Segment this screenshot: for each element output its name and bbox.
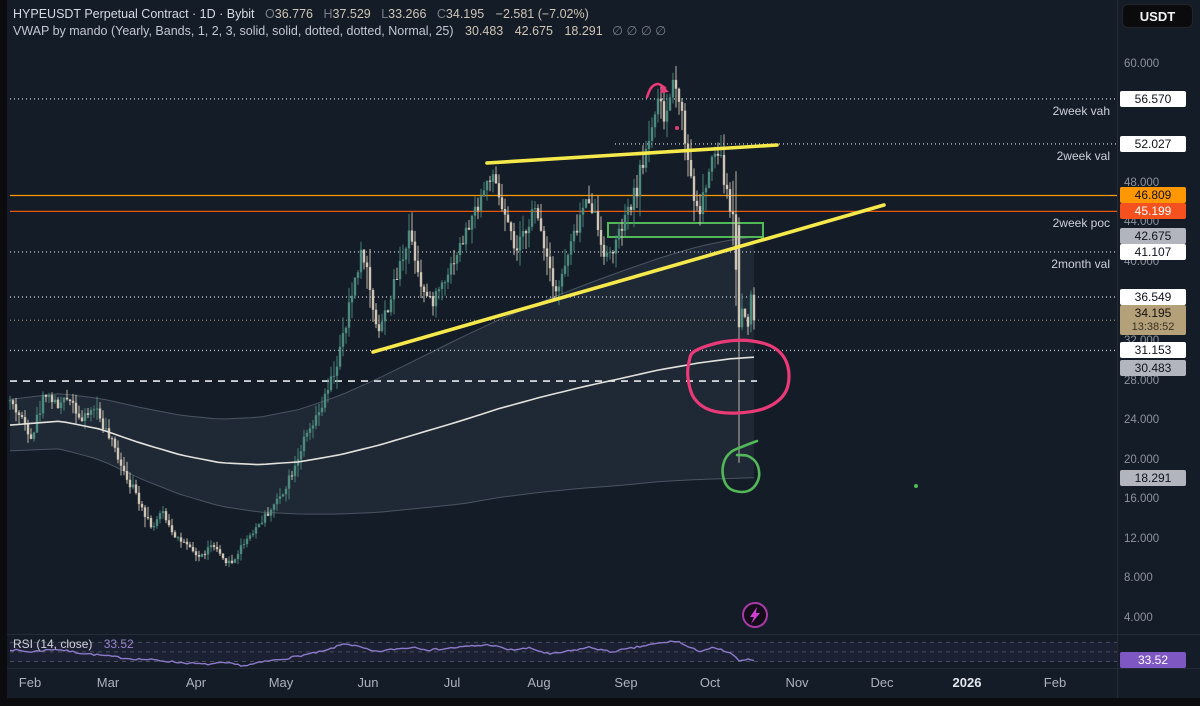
price-level-label: 56.570 xyxy=(1120,91,1186,107)
pink-dot-drawing xyxy=(675,126,679,130)
price-tick: 48.000 xyxy=(1124,177,1160,189)
price-tick: 24.000 xyxy=(1124,414,1160,426)
price-tick: 12.000 xyxy=(1124,533,1160,545)
price-level-label: 31.153 xyxy=(1120,342,1186,358)
close-label: C xyxy=(436,7,446,21)
time-axis-month-label: Sep xyxy=(614,675,638,690)
high-label: H xyxy=(323,7,333,21)
price-level-label: 41.107 xyxy=(1120,244,1186,260)
green-dot-drawing xyxy=(914,484,918,488)
upper-band-value: 42.675 xyxy=(514,24,553,38)
change-value: −2.581 (−7.02%) xyxy=(495,7,589,21)
rsi-line[interactable] xyxy=(9,640,755,667)
vwap-band-fill xyxy=(10,236,754,515)
green-circle-drawing[interactable] xyxy=(721,439,761,494)
time-axis-month-label: Jun xyxy=(357,675,379,690)
high-value: 37.529 xyxy=(332,7,371,21)
lower-band-value: 18.291 xyxy=(564,24,603,38)
indicator-title[interactable]: VWAP by mando (Yearly, Bands, 1, 2, 3, s… xyxy=(13,24,454,38)
time-axis-month-label: Aug xyxy=(527,675,551,690)
price-tick: 44.000 xyxy=(1124,216,1160,228)
time-axis-month-label: Feb xyxy=(1043,675,1067,690)
price-level-label: 18.291 xyxy=(1120,470,1186,486)
currency-toggle-button[interactable]: USDT xyxy=(1122,4,1193,28)
price-axis-separator xyxy=(1117,0,1118,698)
chart-canvas[interactable] xyxy=(0,0,1117,698)
time-axis-month-label: May xyxy=(268,675,294,690)
price-level-label: 42.675 xyxy=(1120,228,1186,244)
rsi-value: 33.52 xyxy=(103,637,134,651)
time-axis-month-label: Feb xyxy=(18,675,42,690)
price-tick: 60.000 xyxy=(1124,58,1160,70)
price-level-label: 52.027 xyxy=(1120,136,1186,152)
price-level-label: 46.809 xyxy=(1120,187,1186,203)
low-label: L xyxy=(381,7,389,21)
time-axis-month-label: 2026 xyxy=(952,675,982,690)
close-value: 34.195 xyxy=(445,7,485,21)
poc-box-drawing[interactable] xyxy=(607,222,764,238)
price-tick: 20.000 xyxy=(1124,454,1160,466)
time-axis-month-label: Dec xyxy=(870,675,894,690)
bottom-frame-strip xyxy=(0,698,1200,706)
level-name-label: 2week vah xyxy=(1052,104,1110,118)
trendline-drawing[interactable] xyxy=(485,143,779,165)
rsi-value-label: 33.52 xyxy=(1120,652,1186,668)
time-axis-separator xyxy=(0,668,1200,669)
time-axis-month-label: Mar xyxy=(96,675,120,690)
symbol-title[interactable]: HYPEUSDT Perpetual Contract · 1D · Bybit xyxy=(13,7,255,21)
rsi-legend: RSI (14, close) 33.52 xyxy=(13,637,134,651)
bar-countdown: 13:38:52 xyxy=(1131,321,1175,333)
pink-circle-drawing[interactable] xyxy=(686,338,791,415)
price-level-label: 36.549 xyxy=(1120,289,1186,305)
open-value: 36.776 xyxy=(274,7,313,21)
time-axis-month-label: Jul xyxy=(443,675,461,690)
vwap-line[interactable] xyxy=(9,356,755,466)
price-tick: 28.000 xyxy=(1124,375,1160,387)
left-frame-strip xyxy=(0,0,7,698)
last-price-label: 34.195 13:38:52 xyxy=(1120,305,1186,335)
price-level-label: 45.199 xyxy=(1120,203,1186,219)
vwap-lower-band-line xyxy=(9,448,755,515)
level-name-label: 2week poc xyxy=(1052,216,1110,230)
level-name-label: 2week val xyxy=(1056,149,1110,163)
open-label: O xyxy=(265,7,275,21)
rsi-pane-separator xyxy=(0,634,1200,635)
lightning-icon[interactable] xyxy=(742,602,768,628)
pink-arrowhead xyxy=(660,85,669,93)
vwap-upper-band-line xyxy=(9,236,755,420)
last-price-value: 34.195 xyxy=(1134,306,1172,320)
level-name-label: 2month val xyxy=(1051,257,1110,271)
time-axis-month-label: Nov xyxy=(785,675,809,690)
price-tick: 16.000 xyxy=(1124,493,1160,505)
time-axis-month-label: Apr xyxy=(185,675,207,690)
disabled-band-values: ∅ ∅ ∅ ∅ xyxy=(612,24,667,38)
trendline-drawing[interactable] xyxy=(371,203,886,354)
rsi-title[interactable]: RSI (14, close) xyxy=(13,637,93,651)
low-value: 33.266 xyxy=(388,7,427,21)
vwap-value: 30.483 xyxy=(465,24,504,38)
price-level-label: 30.483 xyxy=(1120,360,1186,376)
price-tick: 8.000 xyxy=(1124,572,1153,584)
symbol-legend: HYPEUSDT Perpetual Contract · 1D · Bybit… xyxy=(13,6,589,22)
time-axis-month-label: Oct xyxy=(699,675,721,690)
price-tick: 4.000 xyxy=(1124,612,1153,624)
indicator-legend: VWAP by mando (Yearly, Bands, 1, 2, 3, s… xyxy=(13,23,666,39)
